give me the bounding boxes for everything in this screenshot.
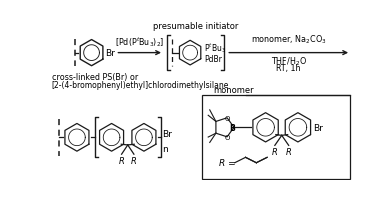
Text: B: B (229, 123, 234, 132)
Text: [2-(4-bromophenyl)ethyl]chlorodimethylsilane: [2-(4-bromophenyl)ethyl]chlorodimethylsi… (51, 80, 229, 89)
Text: P$^t$Bu$_3$: P$^t$Bu$_3$ (204, 41, 226, 55)
Text: R =: R = (220, 158, 236, 167)
Text: presumable initiator: presumable initiator (153, 22, 238, 31)
Text: Br: Br (105, 49, 115, 58)
Text: THF/H$_2$O: THF/H$_2$O (271, 56, 307, 68)
Text: R: R (286, 147, 292, 156)
Text: monomer: monomer (213, 86, 254, 95)
Text: O: O (224, 115, 230, 121)
Text: cross-linked PS(Br) or: cross-linked PS(Br) or (51, 73, 138, 81)
Bar (202, 96, 350, 179)
Text: RT, 1h: RT, 1h (276, 64, 301, 73)
Text: R: R (119, 156, 125, 165)
Text: R: R (272, 147, 278, 156)
Text: [Pd(P$^t$Bu$_3$)$_2$]: [Pd(P$^t$Bu$_3$)$_2$] (115, 35, 164, 49)
Text: n: n (162, 144, 168, 153)
Text: O: O (224, 134, 230, 140)
Text: R: R (131, 156, 137, 165)
Text: monomer, Na$_2$CO$_3$: monomer, Na$_2$CO$_3$ (251, 33, 327, 46)
Text: Br: Br (313, 123, 323, 132)
Text: PdBr: PdBr (204, 54, 222, 63)
Text: Br: Br (162, 129, 172, 138)
